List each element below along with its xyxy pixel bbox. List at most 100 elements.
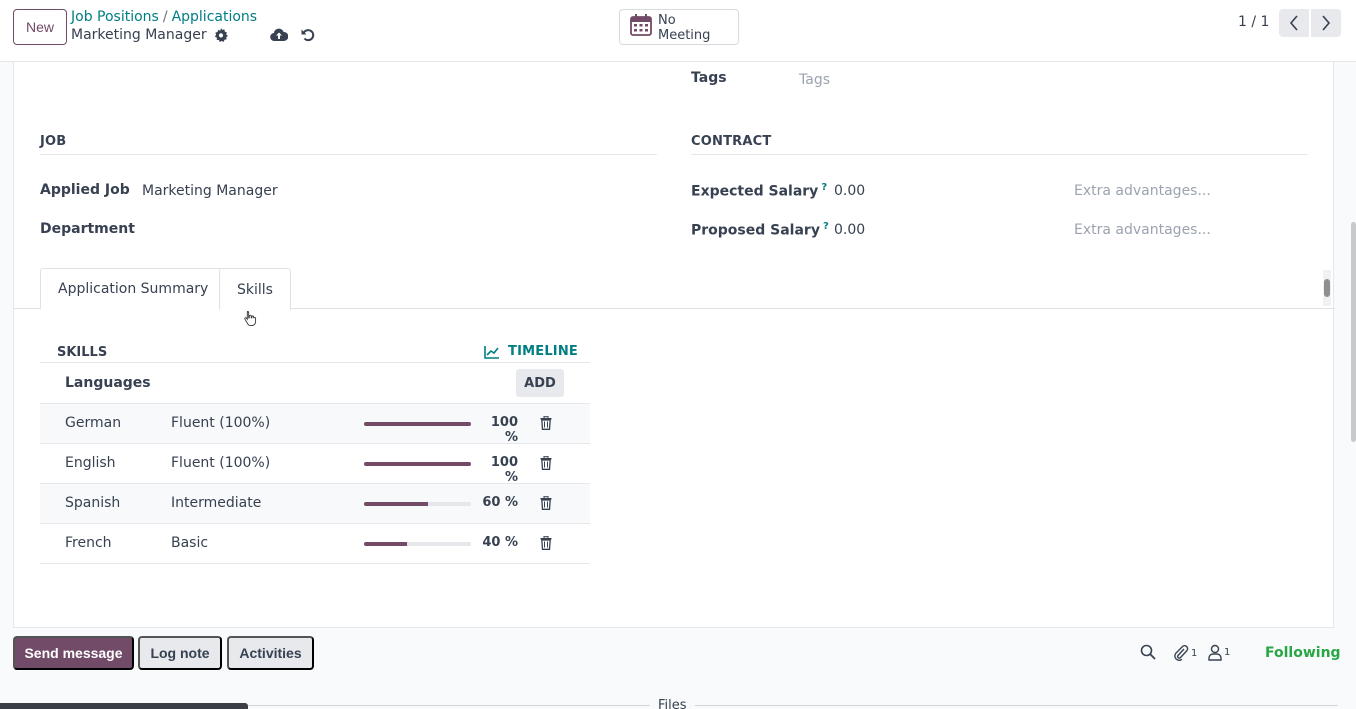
delete-skill-button[interactable] bbox=[540, 495, 554, 512]
hand-cursor-icon bbox=[244, 311, 257, 326]
help-tooltip-icon[interactable]: ? bbox=[821, 182, 828, 193]
tab-label: Skills bbox=[237, 281, 273, 298]
breadcrumb-job-positions[interactable]: Job Positions bbox=[71, 9, 159, 25]
skill-percent: 100 % bbox=[490, 455, 518, 485]
files-divider bbox=[248, 705, 1338, 706]
skill-name: Spanish bbox=[65, 495, 121, 511]
trash-icon bbox=[540, 495, 552, 510]
add-skill-button[interactable]: ADD bbox=[516, 369, 564, 397]
skill-name: French bbox=[65, 535, 112, 551]
skill-percent: 40 % bbox=[482, 535, 518, 550]
table-bottom-border bbox=[40, 563, 590, 564]
skill-percent: 100 % bbox=[490, 415, 518, 445]
meeting-button[interactable]: No Meeting bbox=[619, 9, 739, 45]
send-message-button[interactable]: Send message bbox=[13, 636, 134, 670]
paperclip-icon bbox=[1174, 645, 1189, 661]
new-button[interactable]: New bbox=[13, 9, 67, 45]
inner-scrollbar-thumb[interactable] bbox=[1324, 279, 1330, 297]
skill-progress-bar bbox=[364, 542, 471, 546]
inner-scrollbar[interactable] bbox=[1323, 270, 1331, 306]
chevron-left-icon bbox=[1289, 15, 1298, 31]
line-chart-icon bbox=[484, 345, 499, 359]
skill-progress-fill bbox=[364, 502, 429, 506]
applied-job-label: Applied Job bbox=[40, 182, 130, 198]
activities-button[interactable]: Activities bbox=[227, 636, 314, 670]
skill-row[interactable]: French Basic 40 % bbox=[40, 523, 590, 563]
proposed-extra-advantages-input[interactable]: Extra advantages... bbox=[1074, 222, 1211, 238]
skill-name: German bbox=[65, 415, 122, 431]
pager-value[interactable]: 1 / 1 bbox=[1238, 14, 1270, 30]
job-section-divider bbox=[40, 154, 657, 155]
trash-icon bbox=[540, 455, 552, 470]
skill-percent: 60 % bbox=[482, 495, 518, 510]
skill-group-row: Languages ADD bbox=[40, 362, 590, 403]
tab-skills[interactable]: Skills bbox=[219, 268, 291, 310]
job-section-title: JOB bbox=[40, 134, 67, 149]
followers-button[interactable]: 1 bbox=[1207, 644, 1230, 661]
calendar-icon bbox=[630, 13, 652, 41]
log-note-button[interactable]: Log note bbox=[138, 636, 222, 670]
trash-icon bbox=[540, 535, 552, 550]
proposed-salary-field[interactable]: 0.00 bbox=[834, 222, 866, 238]
skill-level: Fluent (100%) bbox=[171, 455, 271, 471]
record-name: Marketing Manager bbox=[71, 27, 207, 43]
delete-skill-button[interactable] bbox=[540, 455, 554, 472]
contract-section-divider bbox=[691, 154, 1308, 155]
timeline-label: TIMELINE bbox=[508, 344, 579, 359]
expected-salary-field[interactable]: 0.00 bbox=[834, 183, 866, 199]
skill-name: English bbox=[65, 455, 116, 471]
form-sheet: Tags Tags JOB CONTRACT Applied Job Marke… bbox=[13, 62, 1335, 628]
attachments-button[interactable]: 1 bbox=[1172, 644, 1197, 662]
pager-previous-button[interactable] bbox=[1279, 9, 1309, 37]
help-tooltip-icon[interactable]: ? bbox=[822, 221, 829, 232]
skill-row[interactable]: Spanish Intermediate 60 % bbox=[40, 483, 590, 523]
tab-label: Application Summary bbox=[58, 281, 209, 297]
attachments-count: 1 bbox=[1191, 647, 1198, 659]
following-button[interactable]: Following bbox=[1265, 645, 1341, 661]
record-title: Marketing Manager bbox=[71, 27, 228, 43]
files-label: Files bbox=[650, 698, 695, 709]
skills-table: Languages ADD German Fluent (100%) 100 % En… bbox=[40, 362, 590, 564]
timeline-button[interactable]: TIMELINE bbox=[484, 344, 578, 359]
breadcrumb-applications[interactable]: Applications bbox=[171, 9, 258, 25]
search-messages-button[interactable] bbox=[1140, 644, 1156, 660]
page-scrollbar[interactable] bbox=[1351, 222, 1356, 442]
chevron-right-icon bbox=[1322, 15, 1331, 31]
trash-icon bbox=[540, 415, 552, 430]
skill-progress-fill bbox=[364, 422, 471, 426]
skill-group-label: Languages bbox=[65, 375, 151, 391]
skill-row[interactable]: English Fluent (100%) 100 % bbox=[40, 443, 590, 485]
followers-count: 1 bbox=[1224, 647, 1231, 658]
cloud-save-icon[interactable] bbox=[270, 27, 288, 43]
discard-icon[interactable] bbox=[299, 26, 317, 44]
proposed-salary-label-text: Proposed Salary bbox=[691, 222, 820, 239]
department-label: Department bbox=[40, 221, 135, 237]
skill-progress-fill bbox=[364, 462, 471, 466]
tab-application-summary[interactable]: Application Summary bbox=[40, 268, 227, 309]
tags-label: Tags bbox=[691, 70, 727, 86]
expected-salary-label-text: Expected Salary bbox=[691, 183, 819, 200]
tabs-divider bbox=[14, 308, 1335, 309]
search-icon bbox=[1140, 644, 1156, 660]
skill-level: Fluent (100%) bbox=[171, 415, 271, 431]
skill-progress-bar bbox=[364, 502, 471, 506]
skill-level: Intermediate bbox=[171, 495, 262, 511]
applied-job-field[interactable]: Marketing Manager bbox=[142, 183, 278, 199]
gear-icon[interactable] bbox=[214, 28, 228, 42]
breadcrumb-separator: / bbox=[162, 9, 168, 25]
expected-salary-label: Expected Salary? bbox=[691, 182, 827, 200]
skill-level: Basic bbox=[171, 535, 209, 551]
status-bar-url bbox=[0, 703, 248, 709]
meeting-label: No Meeting bbox=[658, 13, 711, 43]
control-panel: New Job Positions / Applications Marketing… bbox=[0, 0, 1356, 62]
user-icon bbox=[1208, 644, 1222, 661]
skill-progress-fill bbox=[364, 542, 407, 546]
expected-extra-advantages-input[interactable]: Extra advantages... bbox=[1074, 183, 1211, 199]
pager-next-button[interactable] bbox=[1311, 9, 1341, 37]
skills-section-title: SKILLS bbox=[57, 345, 108, 360]
delete-skill-button[interactable] bbox=[540, 535, 554, 552]
tags-input[interactable]: Tags bbox=[799, 72, 830, 88]
skill-progress-bar bbox=[364, 462, 471, 466]
delete-skill-button[interactable] bbox=[540, 415, 554, 432]
skill-row[interactable]: German Fluent (100%) 100 % bbox=[40, 403, 590, 445]
